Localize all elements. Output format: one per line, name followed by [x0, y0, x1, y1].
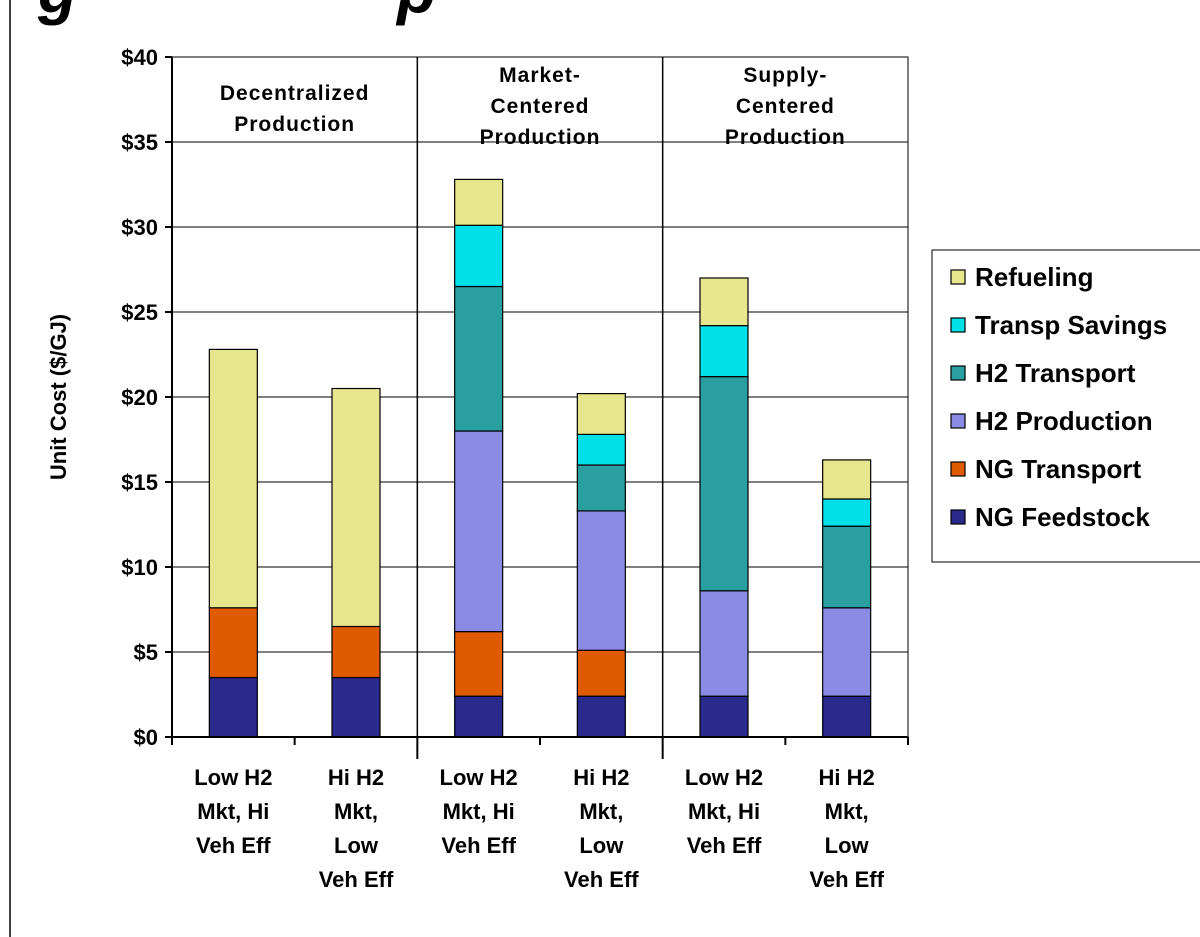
group-label-line: Decentralized	[220, 82, 370, 105]
bar-segment-h2-production	[699, 590, 749, 697]
legend-entry-label: NG Transport	[975, 454, 1141, 484]
bar-segment-ng-feedstock	[822, 695, 872, 738]
category-label-line: Low H2	[685, 765, 763, 790]
category-label-line: Veh Eff	[196, 833, 271, 858]
legend-swatch	[950, 365, 966, 381]
bar-segment-transp-savings	[454, 224, 504, 288]
bar-segment-ng-feedstock	[454, 695, 504, 738]
bar-segment-ng-feedstock	[576, 695, 626, 738]
group-label-line: Market-	[499, 64, 581, 87]
bar-segment-h2-transport	[699, 376, 749, 592]
bar-segment-refueling	[576, 393, 626, 436]
legend-swatch	[950, 269, 966, 285]
category-label-line: Mkt, Hi	[688, 799, 760, 824]
gridlines	[172, 56, 908, 653]
category-label-line: Mkt,	[825, 799, 869, 824]
group-label-line: Centered	[736, 95, 835, 118]
bar-segment-transp-savings	[822, 498, 872, 527]
legend-entry-label: NG Feedstock	[975, 502, 1150, 532]
bar-segment-refueling	[331, 387, 381, 628]
y-tick-label: $10	[121, 555, 158, 580]
category-label-line: Veh Eff	[687, 833, 762, 858]
category-label-line: Mkt,	[579, 799, 623, 824]
legend-entry-label: Transp Savings	[975, 310, 1167, 340]
bar-segment-h2-transport	[576, 464, 626, 512]
title-fragment: g p	[37, 0, 436, 26]
legend-swatch	[950, 461, 966, 477]
category-label-line: Low	[334, 833, 379, 858]
bars	[208, 178, 872, 738]
y-tick-label: $0	[134, 725, 158, 750]
y-tick-label: $35	[121, 130, 158, 155]
y-tick-label: $30	[121, 215, 158, 240]
bar-segment-ng-feedstock	[699, 695, 749, 738]
y-axis-title: Unit Cost ($/GJ)	[46, 314, 71, 480]
bar-segment-transp-savings	[699, 325, 749, 378]
category-label-line: Low	[825, 833, 870, 858]
bar-segment-ng-feedstock	[208, 676, 258, 738]
category-label-line: Low H2	[440, 765, 518, 790]
bar-segment-transp-savings	[576, 433, 626, 466]
category-label-line: Hi H2	[573, 765, 629, 790]
group-label-line: Production	[725, 126, 846, 149]
category-labels: Low H2 Mkt, Hi Veh Eff Hi H2 Mkt, Low Veh Eff L…	[194, 765, 884, 892]
category-label-line: Veh Eff	[564, 867, 639, 892]
category-label-line: Mkt, Hi	[443, 799, 515, 824]
axes: $0 $5 $10 $15 $20 $25 $30 $35 $40	[121, 45, 909, 759]
category-label-line: Low H2	[194, 765, 272, 790]
bar-segment-ng-transport	[576, 649, 626, 697]
bar-segment-ng-transport	[331, 625, 381, 679]
y-tick-label: $25	[121, 300, 158, 325]
y-tick-label: $5	[134, 640, 158, 665]
group-label-line: Production	[480, 126, 601, 149]
category-label-line: Mkt, Hi	[197, 799, 269, 824]
bar-segment-refueling	[208, 348, 258, 609]
legend: Refueling Transp Savings H2 Transport H2 Pr…	[931, 249, 1200, 563]
bar-segment-ng-transport	[208, 607, 258, 679]
category-label-line: Low	[579, 833, 624, 858]
y-tick-label: $15	[121, 470, 158, 495]
legend-entry-label: Refueling	[975, 262, 1093, 292]
bar-segment-refueling	[454, 178, 504, 226]
legend-swatch	[950, 509, 966, 525]
group-label-line: Centered	[490, 95, 589, 118]
group-labels: Decentralized Production Market- Centered Pr…	[220, 64, 846, 149]
bar-segment-ng-transport	[454, 630, 504, 697]
group-label-line: Supply-	[743, 64, 827, 87]
group-dividers	[416, 57, 664, 737]
category-label-line: Veh Eff	[809, 867, 884, 892]
bar-segment-ng-feedstock	[331, 676, 381, 738]
legend-swatch	[950, 317, 966, 333]
legend-entry-label: H2 Production	[975, 406, 1153, 436]
y-tick-label: $40	[121, 45, 158, 70]
bar-segment-refueling	[822, 459, 872, 500]
category-label-line: Hi H2	[328, 765, 384, 790]
category-label-line: Mkt,	[334, 799, 378, 824]
bar-segment-refueling	[699, 277, 749, 327]
category-label-line: Veh Eff	[319, 867, 394, 892]
legend-entry-label: H2 Transport	[975, 358, 1136, 388]
group-label-line: Production	[234, 113, 355, 136]
bar-segment-h2-transport	[454, 285, 504, 432]
category-label-line: Veh Eff	[441, 833, 516, 858]
category-label-line: Hi H2	[819, 765, 875, 790]
legend-box	[931, 249, 1200, 563]
bar-segment-h2-production	[454, 430, 504, 633]
y-tick-label: $20	[121, 385, 158, 410]
legend-swatch	[950, 413, 966, 429]
bar-segment-h2-production	[822, 607, 872, 697]
bar-segment-h2-transport	[822, 525, 872, 609]
bar-segment-h2-production	[576, 510, 626, 651]
